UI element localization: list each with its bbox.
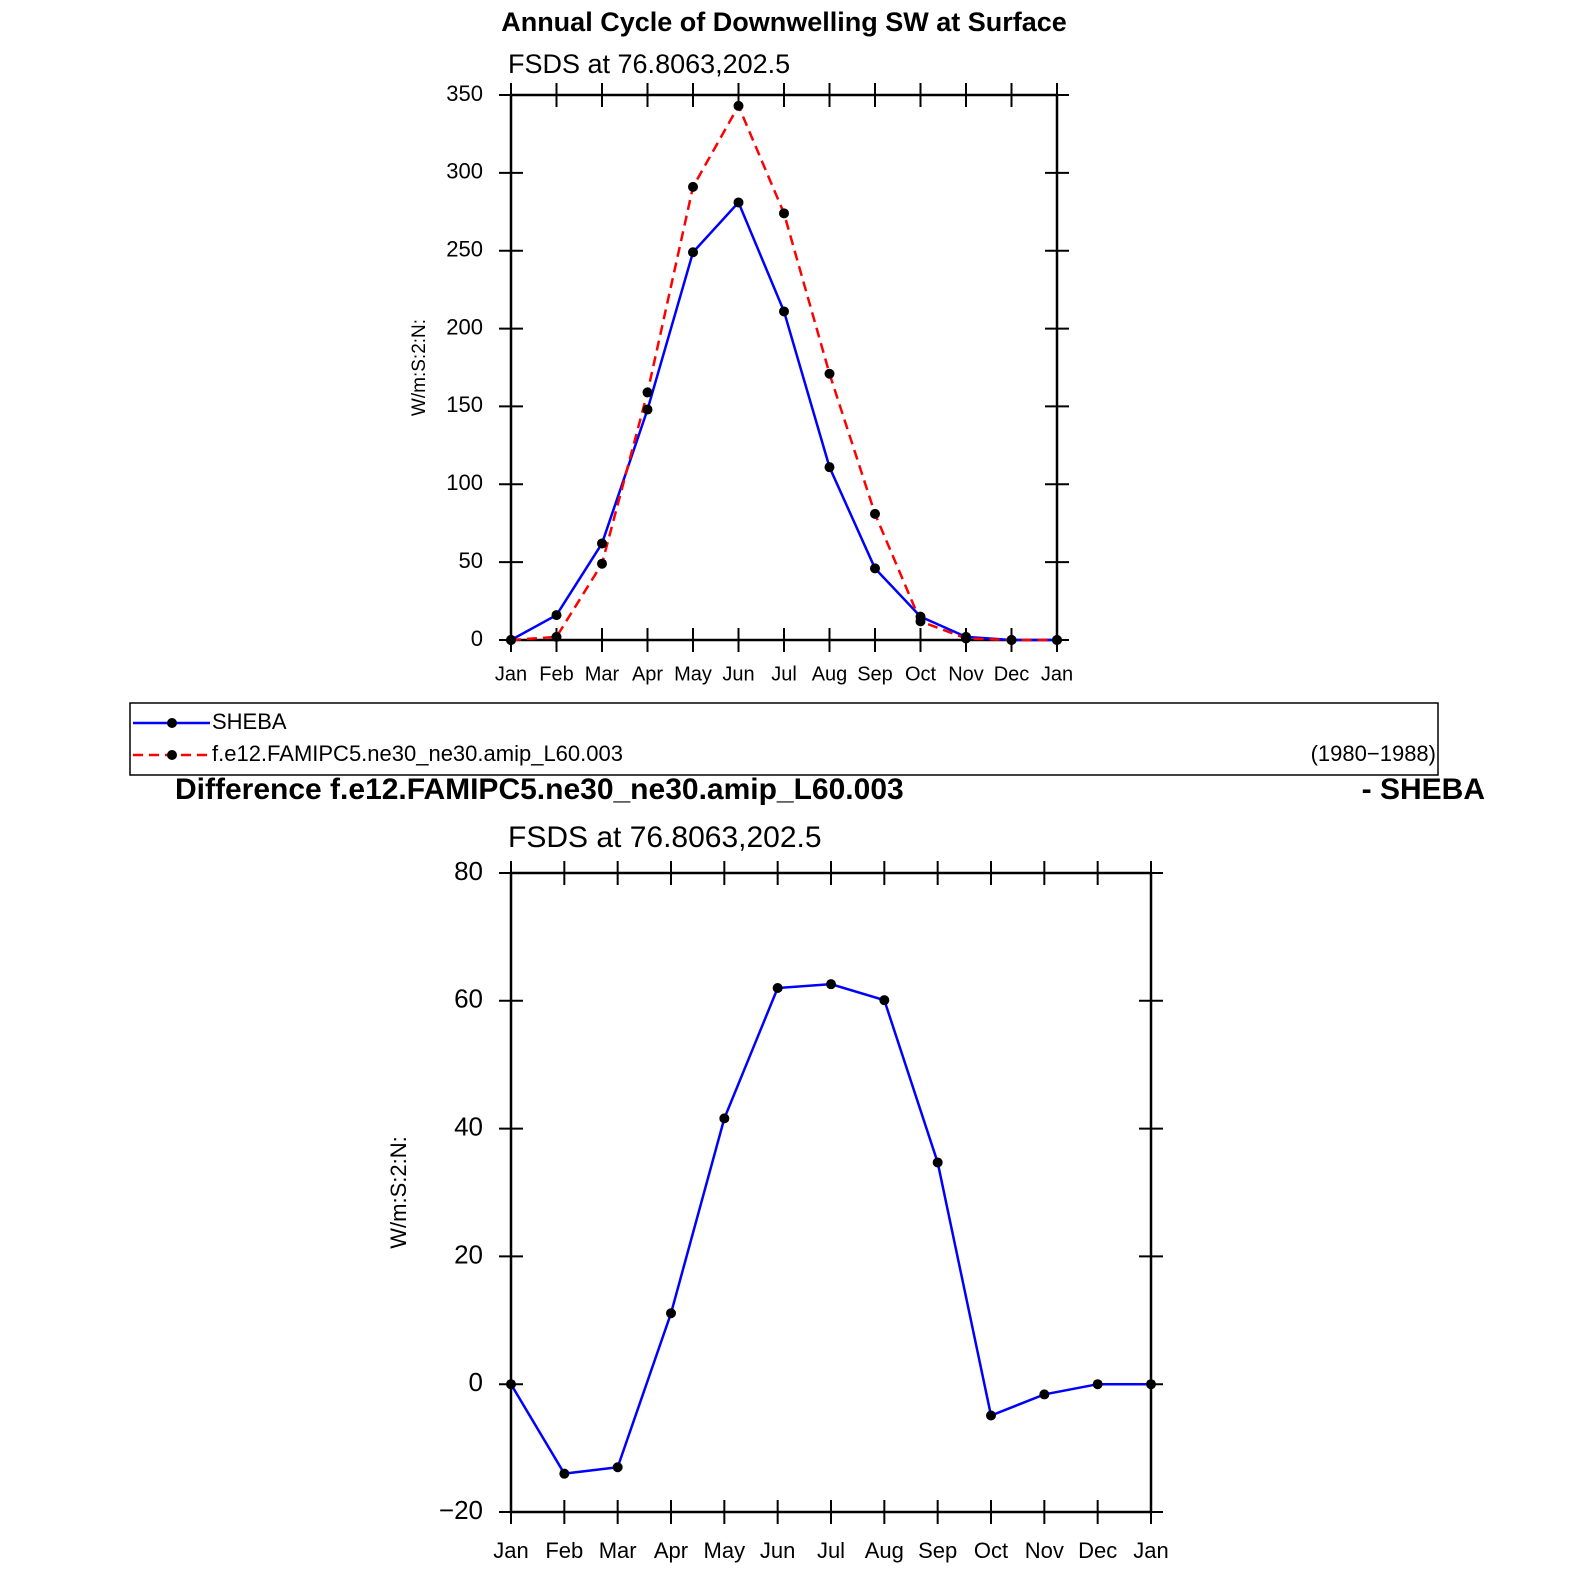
x-tick-label: May [674,663,712,685]
y-axis-label: W/m:S:2:N: [386,1136,411,1248]
plot-frame [509,93,1059,642]
data-point [824,368,835,379]
data-point [870,563,880,574]
x-tick-label: Oct [974,1538,1008,1563]
legend-label: f.e12.FAMIPC5.ne30_ne30.amip_L60.003 [212,741,623,766]
x-tick-label: Dec [1078,1538,1117,1563]
data-point [733,100,744,111]
x-tick-label: Jan [493,1538,528,1563]
data-point [1039,1389,1050,1400]
data-point [612,1462,623,1473]
x-tick-label: Jan [1133,1538,1168,1563]
data-point [506,1379,516,1390]
x-tick-label: Apr [632,663,663,685]
data-point [597,558,607,569]
x-tick-label: Jul [817,1538,845,1563]
y-tick-label: 200 [446,314,483,339]
x-tick-label: Mar [585,663,620,685]
data-point [986,1410,996,1421]
x-tick-label: Jul [771,663,797,685]
x-tick-label: Aug [812,663,848,685]
x-tick-label: Aug [865,1538,904,1563]
data-point [642,404,653,415]
y-tick-label: 50 [459,548,483,573]
data-point [772,983,783,994]
data-point [779,208,789,219]
data-point [1006,635,1017,645]
legend-marker [167,750,177,760]
data-point [642,387,653,398]
data-point [779,306,789,317]
x-tick-label: Jun [722,663,754,685]
x-tick-label: Jan [495,663,527,685]
data-point [961,633,971,644]
data-point [1052,635,1062,645]
x-tick-label: Oct [905,663,937,685]
data-point [559,1468,570,1479]
data-point [688,247,698,258]
y-tick-label: 0 [471,626,483,651]
x-tick-label: Feb [539,663,573,685]
data-point [666,1308,676,1319]
y-tick-label: 300 [446,159,483,184]
legend-label: SHEBA [212,709,287,734]
data-point [870,508,880,519]
data-point [932,1157,943,1168]
x-tick-label: Sep [857,663,893,685]
x-tick-label: Mar [599,1538,637,1563]
y-tick-label: 20 [454,1239,483,1269]
series-line [510,200,1057,642]
legend-annotation: (1980−1988) [1311,741,1436,766]
x-tick-label: May [704,1538,746,1563]
data-point [915,616,926,627]
chart-title: Annual Cycle of Downwelling SW at Surfac… [501,7,1067,37]
x-tick-label: Jun [760,1538,795,1563]
data-point [879,995,890,1006]
x-tick-label: Apr [654,1538,688,1563]
x-tick-label: Nov [1025,1538,1064,1563]
series-line [509,982,1151,1475]
data-point [597,538,607,549]
data-point [688,181,698,192]
data-point [1146,1379,1156,1390]
y-tick-label: 350 [446,81,483,106]
legend-marker [167,718,177,728]
x-tick-label: Sep [918,1538,957,1563]
chart-subtitle: FSDS at 76.8063,202.5 [508,821,822,854]
y-axis-label: W/m:S:2:N: [409,319,430,416]
data-point [826,979,836,990]
chart-title: Difference f.e12.FAMIPC5.ne30_ne30.amip_… [175,773,904,806]
data-point [551,610,562,621]
chart-subtitle: FSDS at 76.8063,202.5 [508,49,790,79]
x-tick-label: Feb [545,1538,583,1563]
plot-frame [509,871,1153,1514]
data-point [506,635,516,645]
x-tick-label: Jan [1041,663,1073,685]
y-tick-label: 40 [454,1111,483,1141]
legend-box [129,702,1439,776]
y-tick-label: 60 [454,984,483,1014]
data-point [719,1113,730,1124]
y-tick-label: 80 [454,856,483,886]
data-point [733,197,744,208]
x-tick-label: Nov [948,663,984,685]
y-tick-label: 0 [469,1367,483,1397]
data-point [824,462,835,473]
data-point [551,631,562,642]
data-point [1092,1379,1103,1390]
y-tick-label: −20 [439,1495,483,1525]
x-tick-label: Dec [994,663,1030,685]
y-tick-label: 150 [446,392,483,417]
y-tick-label: 100 [446,470,483,495]
y-tick-label: 250 [446,237,483,262]
chart-title-suffix: - SHEBA [1362,773,1485,806]
